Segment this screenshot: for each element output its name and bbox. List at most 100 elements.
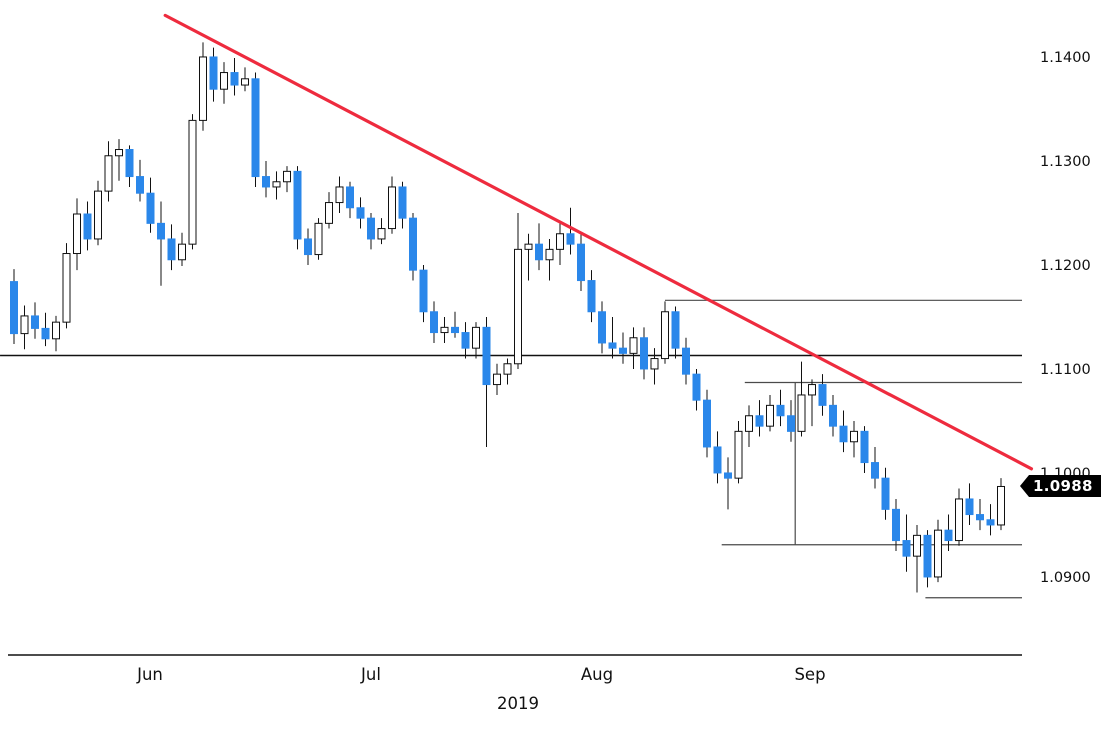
candle-body-down bbox=[367, 217, 375, 240]
y-axis-label: 1.1400 bbox=[1040, 50, 1091, 66]
y-axis-label: 1.1100 bbox=[1040, 362, 1091, 378]
candle-body-down bbox=[577, 243, 585, 282]
candle-body-up bbox=[335, 186, 344, 204]
candle-body-up bbox=[955, 498, 963, 542]
candle-body-down bbox=[10, 281, 18, 335]
candle-body-up bbox=[524, 243, 533, 250]
candle-body-down bbox=[755, 415, 764, 427]
candle-body-down bbox=[356, 207, 365, 219]
candle-body-up bbox=[503, 363, 512, 375]
candle-body-up bbox=[52, 321, 60, 340]
candle-body-down bbox=[944, 529, 953, 542]
candle-body-down bbox=[136, 176, 144, 194]
candle-body-down bbox=[482, 326, 491, 386]
candle-body-down bbox=[451, 326, 459, 334]
candle-body-up bbox=[472, 326, 480, 349]
price-tag-arrow-icon bbox=[1020, 475, 1029, 497]
candle-body-down bbox=[409, 217, 417, 271]
candle-body-down bbox=[839, 425, 848, 443]
candle-body-down bbox=[209, 56, 218, 90]
candle-body-up bbox=[272, 181, 281, 188]
candle-body-down bbox=[671, 311, 680, 349]
candle-body-down bbox=[598, 311, 606, 344]
candle-body-down bbox=[976, 514, 984, 521]
candle-body-up bbox=[934, 529, 942, 578]
candle-body-down bbox=[923, 534, 932, 578]
candle-body-up bbox=[188, 119, 197, 245]
candle-body-up bbox=[220, 72, 228, 90]
candle-body-down bbox=[724, 472, 732, 479]
candle-body-up bbox=[650, 358, 659, 370]
candle-body-down bbox=[713, 446, 722, 474]
x-axis-label-jul: Jul bbox=[361, 665, 381, 684]
candle-body-up bbox=[545, 248, 554, 261]
candle-body-down bbox=[41, 327, 50, 340]
y-axis-label: 1.1300 bbox=[1040, 154, 1091, 170]
candle-body-up bbox=[241, 78, 249, 86]
candle-body-up bbox=[377, 228, 386, 240]
candle-body-up bbox=[283, 170, 291, 183]
candle-body-down bbox=[965, 498, 974, 516]
candle-body-down bbox=[419, 269, 428, 313]
trendline bbox=[163, 13, 1034, 471]
candle-body-down bbox=[881, 477, 890, 510]
candle-body-up bbox=[62, 253, 71, 323]
y-axis-label: 1.1200 bbox=[1040, 258, 1091, 274]
candle-body-up bbox=[808, 384, 816, 396]
candle-body-down bbox=[346, 186, 354, 209]
x-axis-label-aug: Aug bbox=[580, 665, 614, 684]
candle-body-up bbox=[661, 311, 669, 360]
candle-body-down bbox=[776, 404, 785, 417]
candle-body-down bbox=[304, 238, 312, 256]
candle-body-up bbox=[797, 394, 806, 432]
candle-body-down bbox=[860, 430, 869, 464]
candle-body-down bbox=[608, 342, 617, 349]
candle-body-down bbox=[293, 170, 302, 240]
x-axis-year-label: 2019 bbox=[497, 694, 539, 713]
candle-body-down bbox=[787, 415, 795, 432]
candle-body-down bbox=[892, 508, 900, 542]
candle-body-up bbox=[734, 430, 743, 479]
candle-body-down bbox=[986, 519, 995, 526]
candle-body-down bbox=[157, 222, 165, 240]
candle-body-up bbox=[629, 337, 638, 354]
candle-body-up bbox=[913, 534, 921, 557]
candle-body-down bbox=[902, 540, 911, 557]
candle-body-up bbox=[178, 243, 186, 261]
candle-body-up bbox=[514, 248, 522, 365]
candle-body-up bbox=[440, 326, 449, 334]
candle-body-down bbox=[535, 243, 543, 261]
candle-body-up bbox=[73, 213, 81, 255]
candle-body-up bbox=[493, 373, 501, 386]
candle-body-down bbox=[461, 332, 470, 349]
candle-body-down bbox=[146, 192, 155, 224]
candle-body-down bbox=[167, 238, 176, 261]
candle-body-up bbox=[20, 315, 29, 335]
y-axis-label: 1.0900 bbox=[1040, 570, 1091, 586]
candle-body-up bbox=[745, 415, 753, 432]
candle-body-down bbox=[430, 311, 438, 334]
candle-body-down bbox=[829, 404, 837, 427]
candle-body-up bbox=[325, 202, 333, 224]
candle-body-up bbox=[997, 485, 1005, 526]
candle-body-down bbox=[871, 462, 879, 479]
candle-body-down bbox=[818, 384, 827, 406]
candle-body-down bbox=[566, 233, 575, 245]
candle-body-down bbox=[640, 337, 648, 370]
candle-body-down bbox=[587, 280, 596, 313]
candle-body-down bbox=[83, 213, 92, 240]
candle-body-up bbox=[94, 190, 102, 240]
candle-body-down bbox=[398, 186, 407, 219]
candle-body-up bbox=[314, 222, 323, 256]
candle-body-up bbox=[388, 186, 396, 230]
candle-body-down bbox=[692, 373, 701, 401]
candle-body-down bbox=[125, 149, 134, 178]
candle-body-up bbox=[850, 430, 858, 443]
candle-body-down bbox=[251, 78, 260, 178]
candle-body-down bbox=[703, 399, 711, 448]
candle-body-up bbox=[115, 149, 123, 157]
candle-body-down bbox=[230, 72, 239, 86]
candle-body-down bbox=[262, 176, 270, 188]
